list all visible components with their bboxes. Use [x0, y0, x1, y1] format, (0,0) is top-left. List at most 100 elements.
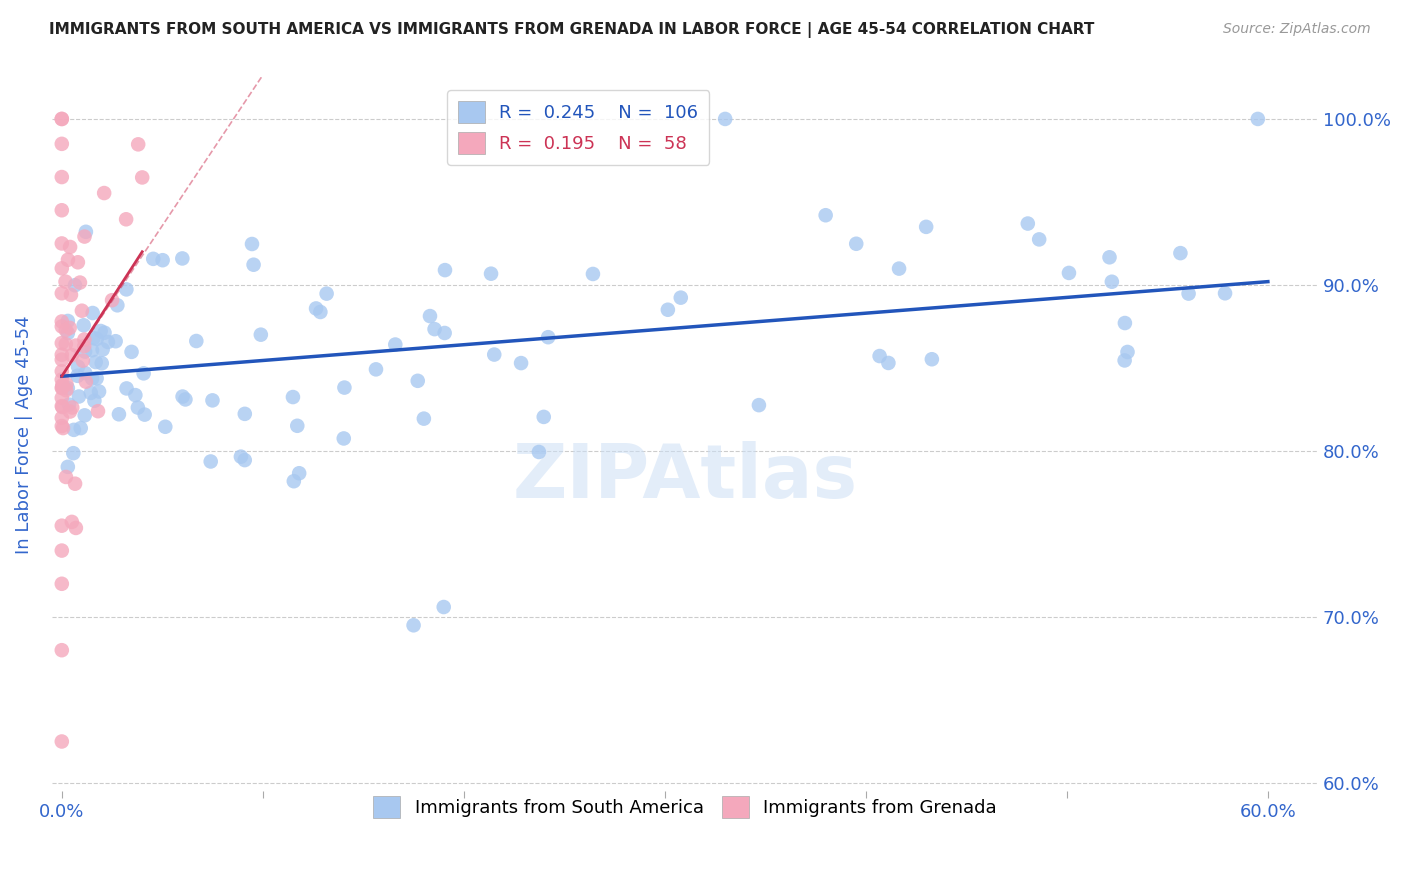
- Point: [1028, 232, 1050, 246]
- Point: [124, 388, 146, 402]
- Point: [90, 356, 112, 370]
- Point: [887, 261, 910, 276]
- Point: [172, 252, 194, 266]
- Point: [63, 476, 86, 491]
- Point: [69, 276, 91, 290]
- Point: [433, 263, 456, 277]
- Point: [51, 419, 73, 434]
- Point: [669, 291, 692, 305]
- Point: [51, 381, 73, 395]
- Point: [174, 392, 197, 407]
- Point: [51, 112, 73, 126]
- Point: [283, 474, 305, 488]
- Point: [364, 362, 387, 376]
- Point: [384, 337, 406, 351]
- Point: [657, 302, 679, 317]
- Point: [423, 322, 446, 336]
- Point: [1116, 345, 1139, 359]
- Point: [333, 381, 356, 395]
- Point: [51, 348, 73, 362]
- Point: [285, 418, 308, 433]
- Point: [51, 336, 73, 351]
- Point: [479, 267, 502, 281]
- Point: [131, 170, 153, 185]
- Point: [332, 432, 354, 446]
- Point: [80, 385, 103, 400]
- Point: [132, 367, 155, 381]
- Point: [115, 212, 138, 227]
- Point: [60, 401, 83, 415]
- Point: [229, 450, 252, 464]
- Point: [63, 278, 86, 293]
- Text: ZIPAtlas: ZIPAtlas: [512, 441, 858, 514]
- Point: [1247, 112, 1270, 126]
- Point: [87, 384, 110, 399]
- Legend: Immigrants from South America, Immigrants from Grenada: Immigrants from South America, Immigrant…: [366, 789, 1004, 825]
- Point: [51, 112, 73, 126]
- Point: [66, 255, 89, 269]
- Point: [1114, 353, 1136, 368]
- Point: [402, 618, 425, 632]
- Point: [533, 409, 555, 424]
- Point: [115, 282, 138, 296]
- Point: [52, 421, 75, 435]
- Point: [72, 353, 94, 368]
- Point: [1114, 316, 1136, 330]
- Point: [814, 208, 837, 222]
- Point: [51, 643, 73, 657]
- Point: [845, 236, 868, 251]
- Point: [56, 252, 79, 267]
- Point: [201, 393, 224, 408]
- Point: [142, 252, 165, 266]
- Point: [915, 219, 938, 234]
- Point: [80, 343, 103, 358]
- Point: [1098, 250, 1121, 264]
- Point: [51, 319, 73, 334]
- Point: [73, 409, 96, 423]
- Point: [186, 334, 208, 348]
- Point: [1213, 286, 1236, 301]
- Point: [869, 349, 891, 363]
- Point: [433, 326, 456, 340]
- Point: [73, 229, 96, 244]
- Point: [82, 331, 104, 345]
- Point: [51, 364, 73, 378]
- Point: [65, 521, 87, 535]
- Point: [200, 454, 222, 468]
- Text: Source: ZipAtlas.com: Source: ZipAtlas.com: [1223, 22, 1371, 37]
- Point: [91, 343, 114, 357]
- Point: [87, 404, 110, 418]
- Point: [73, 339, 96, 353]
- Point: [877, 356, 900, 370]
- Point: [82, 306, 104, 320]
- Point: [69, 421, 91, 435]
- Point: [75, 225, 97, 239]
- Point: [59, 321, 82, 335]
- Y-axis label: In Labor Force | Age 45-54: In Labor Force | Age 45-54: [15, 315, 32, 554]
- Point: [59, 240, 82, 254]
- Point: [105, 298, 128, 312]
- Point: [67, 390, 90, 404]
- Point: [152, 253, 174, 268]
- Point: [51, 314, 73, 328]
- Point: [51, 373, 73, 387]
- Point: [56, 314, 79, 328]
- Point: [510, 356, 533, 370]
- Point: [51, 543, 73, 558]
- Point: [84, 355, 107, 369]
- Point: [51, 236, 73, 251]
- Point: [55, 470, 77, 484]
- Point: [315, 286, 337, 301]
- Point: [104, 334, 127, 349]
- Point: [51, 169, 73, 184]
- Point: [233, 407, 256, 421]
- Point: [484, 347, 506, 361]
- Point: [60, 515, 83, 529]
- Point: [921, 352, 943, 367]
- Point: [51, 410, 73, 425]
- Point: [82, 372, 104, 386]
- Point: [51, 286, 73, 301]
- Point: [172, 390, 194, 404]
- Point: [537, 330, 560, 344]
- Point: [51, 399, 73, 413]
